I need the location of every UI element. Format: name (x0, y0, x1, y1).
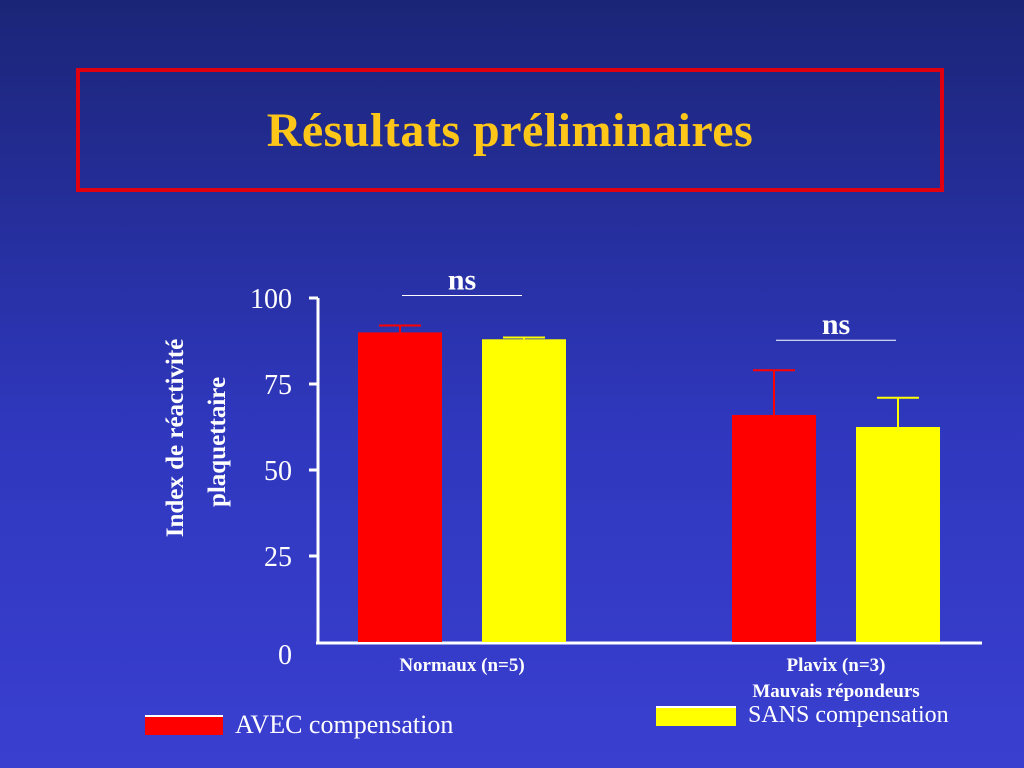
bar (732, 414, 816, 642)
category-label: Normaux (n=5) (399, 655, 524, 676)
title-box: Résultats préliminaires (76, 68, 944, 192)
significance-label: ns (448, 264, 476, 297)
legend-sans: SANS compensation (656, 702, 949, 729)
y-tick-label: 25 (264, 542, 292, 573)
bar (482, 339, 566, 642)
legend-sans-swatch (656, 705, 736, 726)
y-axis-label-line2: plaquettaire (204, 377, 231, 507)
y-tick-label: 75 (264, 370, 292, 401)
slide-title: Résultats préliminaires (266, 103, 754, 157)
bar (856, 427, 940, 642)
y-tick-label: 50 (264, 456, 292, 487)
legend-sans-label: SANS compensation (748, 702, 949, 728)
y-axis-label: Index de réactivité (162, 339, 189, 538)
y-tick-label: 0 (278, 640, 292, 671)
y-tick-label: 100 (250, 284, 292, 315)
category-label-line2: Mauvais répondeurs (752, 681, 919, 702)
legend-avec-label: AVEC compensation (235, 710, 454, 739)
legend-avec-swatch (145, 715, 223, 735)
significance-label: ns (822, 308, 850, 341)
category-label: Plavix (n=3) (787, 655, 886, 676)
legend-avec: AVEC compensation (145, 710, 453, 740)
bar (358, 332, 442, 642)
